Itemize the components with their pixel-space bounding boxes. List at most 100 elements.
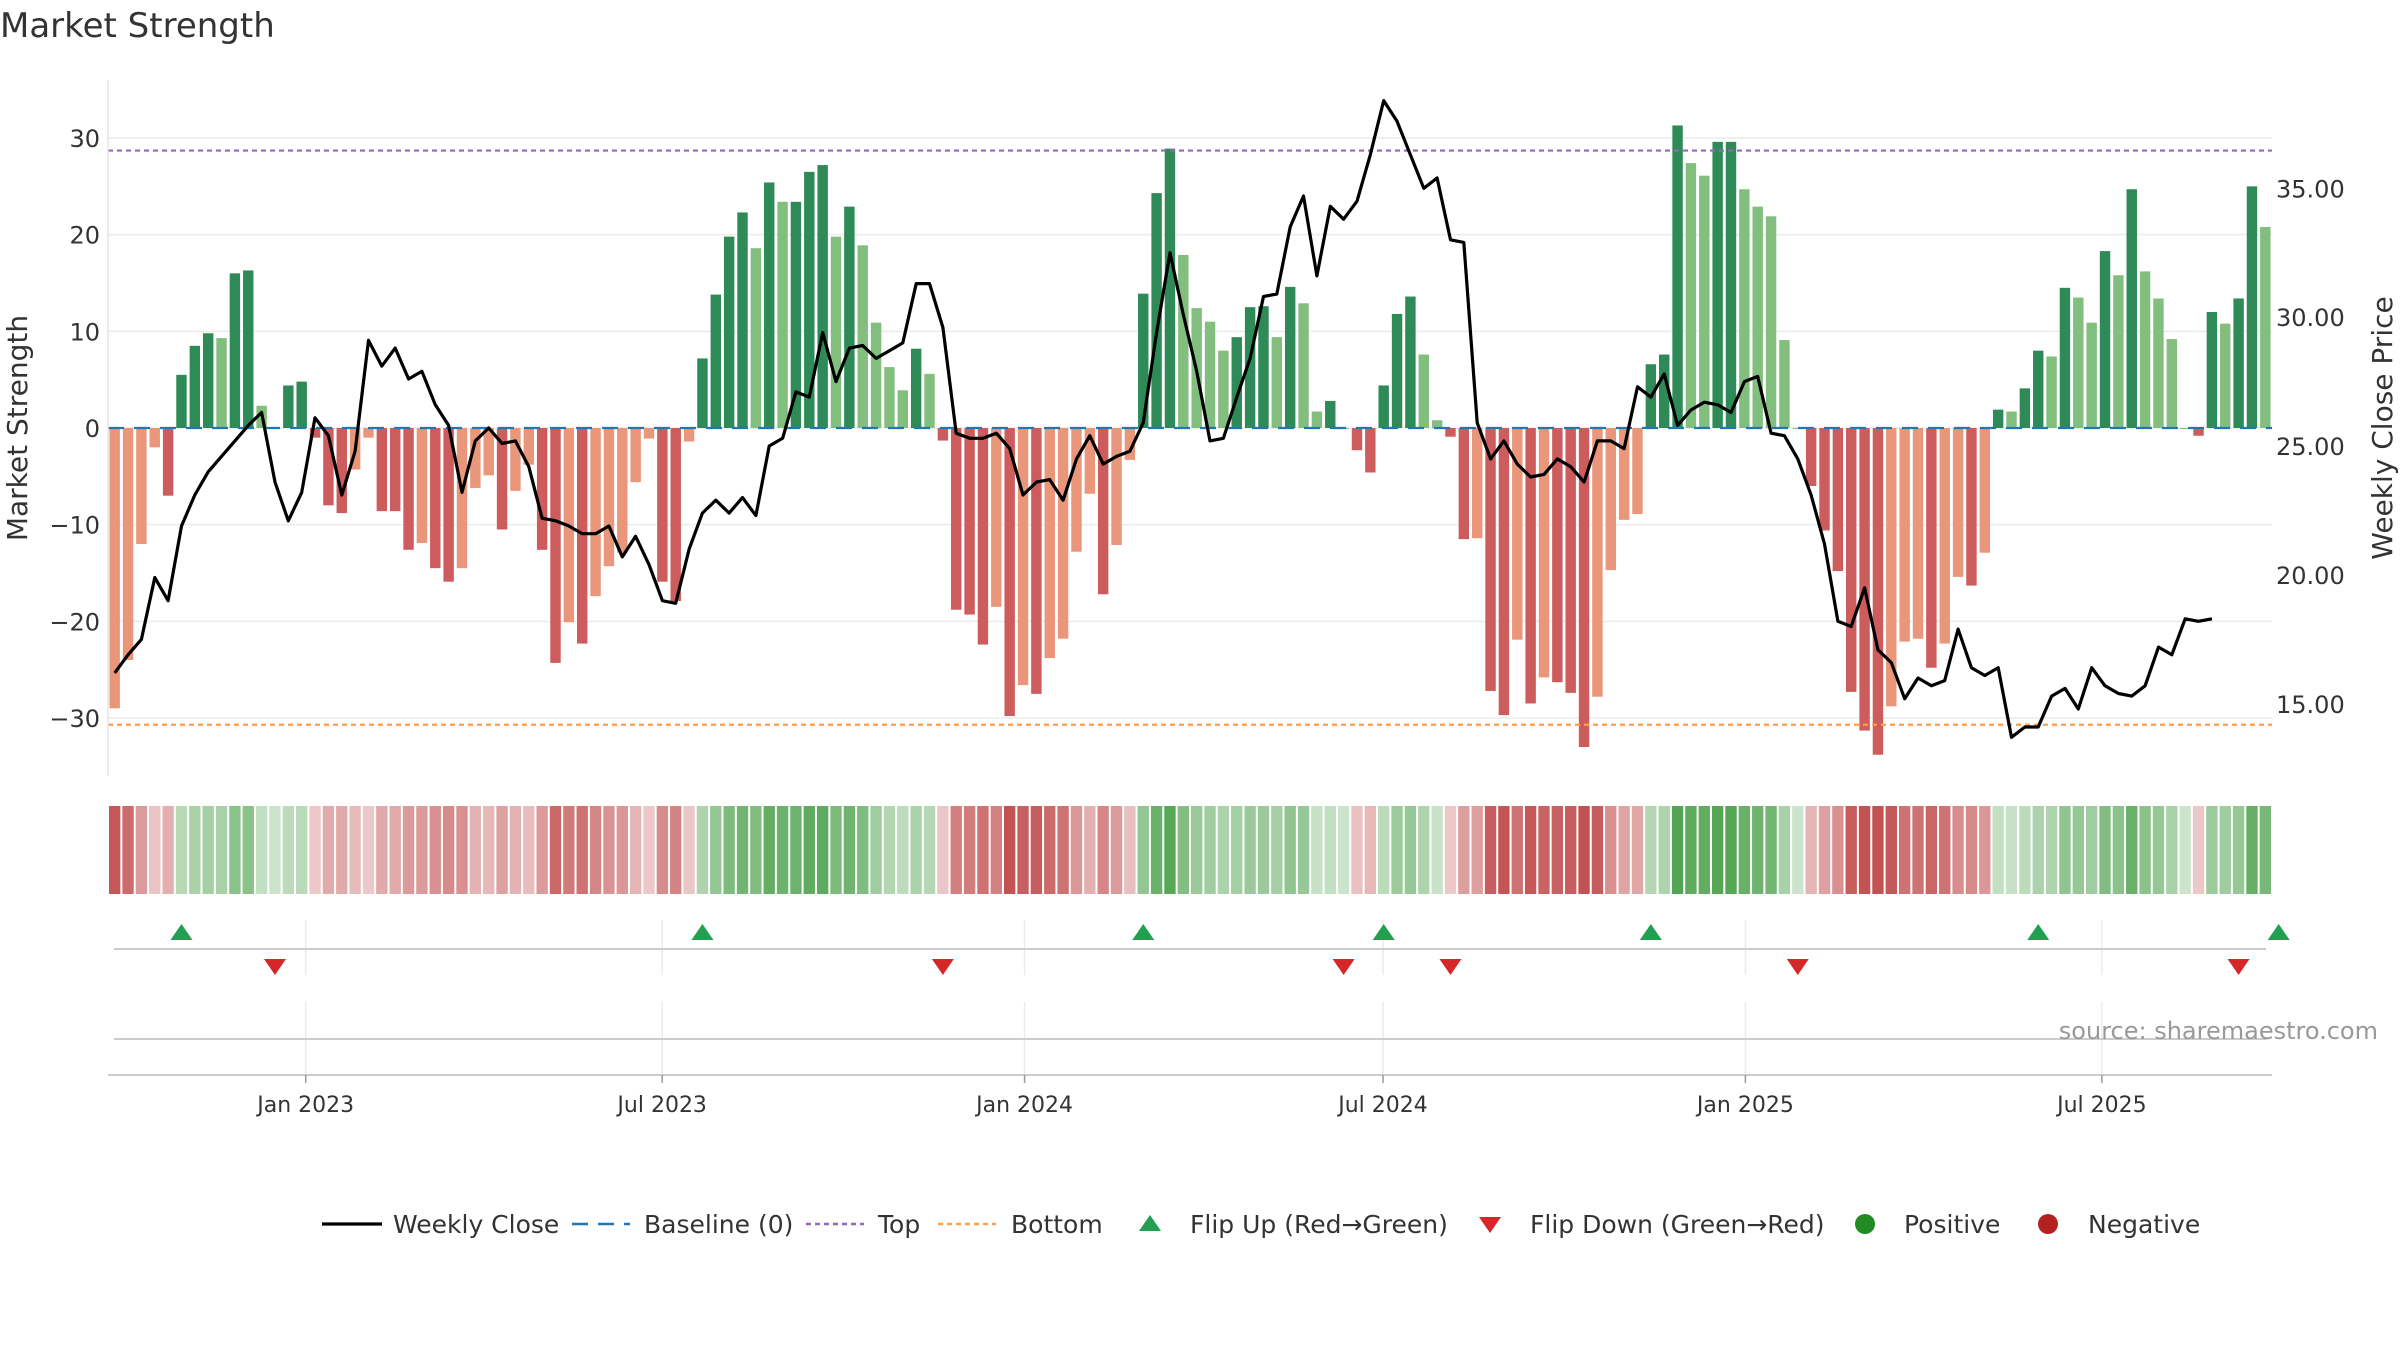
heat-cell: [910, 806, 922, 894]
heat-cell: [255, 806, 268, 894]
strength-bar: [1325, 400, 1336, 428]
heat-cell: [2139, 806, 2151, 894]
strength-bar: [536, 428, 548, 550]
strength-bar: [1525, 428, 1536, 704]
heat-cell: [2032, 806, 2044, 894]
strength-bar: [1271, 337, 1283, 428]
strength-bar: [577, 428, 588, 644]
heat-cell: [2085, 806, 2098, 894]
heat-cell: [1418, 806, 1430, 894]
legend-flip-down-swatch: [1479, 1217, 1501, 1233]
flip-up-marker: [2027, 924, 2050, 940]
heat-cell: [442, 806, 455, 894]
heat-cell: [1204, 806, 1216, 894]
strength-bar: [2033, 350, 2044, 428]
y-tick-label-right: 15.00: [2276, 691, 2345, 719]
heat-cell: [1965, 806, 1978, 894]
strength-bar: [1765, 216, 1777, 428]
legend-positive-swatch: [1855, 1214, 1875, 1234]
heat-cell: [1538, 806, 1550, 894]
strength-bar: [2166, 339, 2178, 428]
source-note: source: sharemaestro.com: [2059, 1017, 2378, 1045]
strength-bar: [1846, 428, 1857, 692]
strength-bar: [1712, 141, 1723, 428]
heat-cell: [563, 806, 575, 894]
strength-bar: [1832, 428, 1844, 572]
strength-bar: [657, 428, 668, 582]
strength-bar: [189, 345, 201, 428]
heat-cell: [2126, 806, 2138, 894]
heat-cell: [469, 806, 482, 894]
strength-bars: [109, 125, 2271, 755]
heat-cell: [629, 806, 642, 894]
heat-cell: [830, 806, 842, 894]
strength-bar: [122, 428, 134, 660]
strength-bar: [283, 385, 294, 428]
heat-cell: [1792, 806, 1804, 894]
flip-down-marker: [263, 959, 286, 975]
heat-cell: [1591, 806, 1604, 894]
heat-cell: [1378, 806, 1390, 894]
strength-bar: [777, 201, 788, 428]
heat-cell: [1511, 806, 1523, 894]
heat-cell: [1738, 806, 1751, 894]
strength-bar: [1859, 428, 1870, 731]
legend-label: Weekly Close: [393, 1210, 559, 1239]
heat-cell: [1337, 806, 1350, 894]
heat-cell: [349, 806, 361, 894]
x-tick-label: Jan 2023: [255, 1093, 354, 1118]
strength-bar: [1685, 163, 1697, 428]
strength-bar: [1071, 428, 1082, 552]
strength-bar: [697, 358, 708, 428]
strength-bar: [323, 428, 334, 506]
heat-cell: [2259, 806, 2271, 894]
heat-cell: [1137, 806, 1149, 894]
strength-bar: [857, 245, 868, 428]
heat-cell: [282, 806, 295, 894]
strength-bar: [1672, 125, 1683, 428]
strength-bar: [443, 428, 454, 582]
strength-bar: [1886, 428, 1897, 707]
heat-cell: [990, 806, 1002, 894]
strength-bar: [1044, 428, 1055, 659]
heat-cell: [1231, 806, 1243, 894]
heat-cell: [1671, 806, 1684, 894]
heat-cell: [1044, 806, 1056, 894]
y-tick-label-left: 30: [69, 125, 100, 153]
heat-cell: [723, 806, 735, 894]
heat-cell: [736, 806, 749, 894]
heat-cell: [1431, 806, 1443, 894]
strength-bar: [1725, 141, 1737, 428]
legend-label: Positive: [1904, 1210, 2000, 1239]
strength-bar: [1565, 428, 1576, 693]
strength-bar: [870, 322, 882, 428]
heat-cell: [2099, 806, 2111, 894]
heat-cell: [2005, 806, 2018, 894]
strength-bar: [136, 428, 147, 544]
strength-bar: [2233, 298, 2244, 428]
heat-cell: [2246, 806, 2258, 894]
heat-cell: [1351, 806, 1363, 894]
heat-cell: [1498, 806, 1510, 894]
y-axis-right-label: Weekly Close Price: [2366, 296, 2399, 559]
heat-cell: [109, 806, 121, 894]
strength-bar: [1792, 428, 1803, 429]
y-tick-label-right: 35.00: [2276, 175, 2345, 203]
flip-up-marker: [2267, 924, 2290, 940]
heat-cell: [696, 806, 709, 894]
heat-cell: [803, 806, 815, 894]
strength-bar: [1578, 428, 1590, 747]
x-tick-label: Jul 2023: [615, 1093, 707, 1118]
heat-cell: [229, 806, 241, 894]
strength-bar: [1899, 428, 1910, 642]
strength-bar: [2179, 428, 2191, 429]
heat-cell: [242, 806, 254, 894]
strength-bar: [710, 294, 721, 428]
flip-down-marker: [931, 959, 954, 975]
heat-cell: [1912, 806, 1924, 894]
strength-bar: [951, 428, 962, 610]
heat-cell: [1618, 806, 1630, 894]
heat-cell: [763, 806, 775, 894]
strength-bar: [1391, 313, 1403, 428]
